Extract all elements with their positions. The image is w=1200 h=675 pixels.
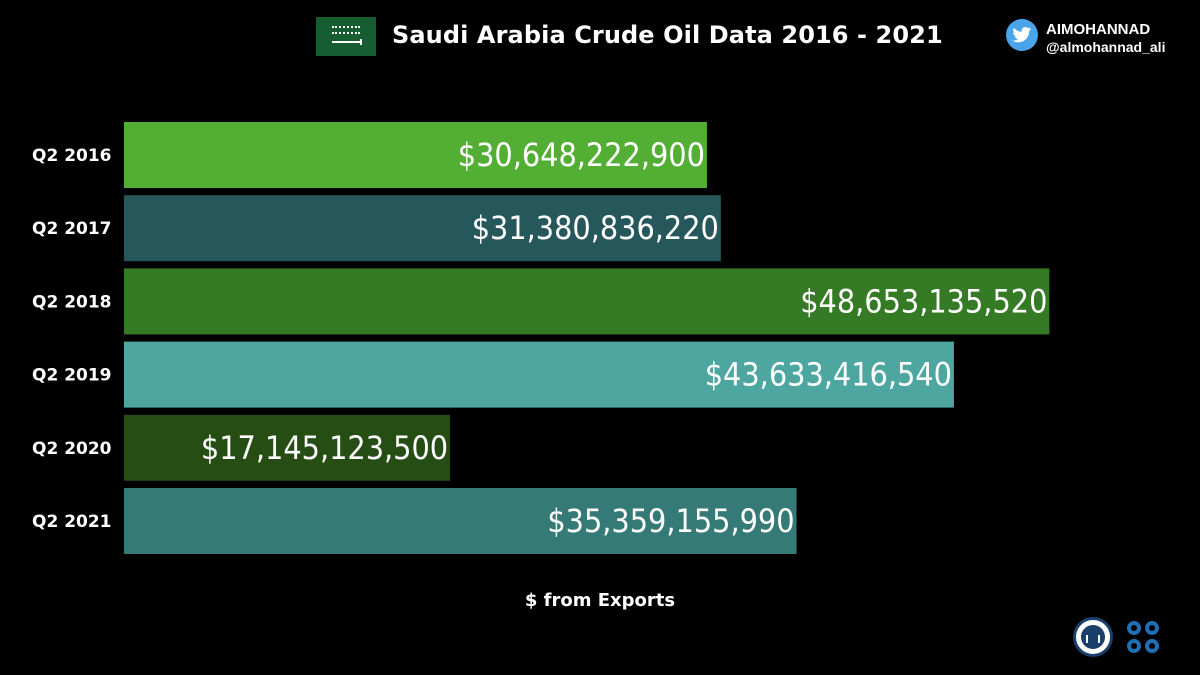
bar-value-label: $17,145,123,500 bbox=[201, 429, 448, 467]
bar-value-label: $35,359,155,990 bbox=[547, 502, 794, 540]
category-label: Q2 2017 bbox=[32, 219, 112, 239]
general-authority-for-statistics-logo bbox=[1073, 617, 1113, 657]
chart-title: Saudi Arabia Crude Oil Data 2016 - 2021 bbox=[392, 21, 943, 49]
saudi-arabia-flag-icon bbox=[316, 17, 376, 56]
twitter-bird-icon bbox=[1006, 19, 1038, 51]
bar-value-label: $48,653,135,520 bbox=[800, 282, 1047, 320]
category-label: Q2 2018 bbox=[32, 292, 112, 312]
bar-q2-2019 bbox=[124, 341, 954, 408]
author-name: AIMOHANNAD bbox=[1046, 21, 1151, 38]
bar-q2-2016 bbox=[124, 122, 707, 188]
chart-header: Saudi Arabia Crude Oil Data 2016 - 2021 … bbox=[0, 0, 1200, 80]
bar-value-label: $43,633,416,540 bbox=[705, 356, 952, 394]
bar-value-label: $31,380,836,220 bbox=[472, 209, 719, 247]
bar-q2-2018 bbox=[124, 268, 1050, 335]
category-label: Q2 2021 bbox=[32, 512, 112, 532]
bar-q2-2021 bbox=[124, 488, 797, 554]
opec-logo bbox=[1127, 621, 1161, 655]
bar-q2-2017 bbox=[124, 195, 721, 262]
bar-q2-2020 bbox=[124, 414, 451, 481]
category-label: Q2 2019 bbox=[32, 366, 112, 386]
x-axis-label: $ from Exports bbox=[524, 590, 676, 611]
bar-value-label: $30,648,222,900 bbox=[458, 136, 705, 174]
category-label: Q2 2016 bbox=[32, 146, 112, 166]
author-handle: @almohannad_ali bbox=[1046, 39, 1166, 55]
category-label: Q2 2020 bbox=[32, 439, 112, 459]
